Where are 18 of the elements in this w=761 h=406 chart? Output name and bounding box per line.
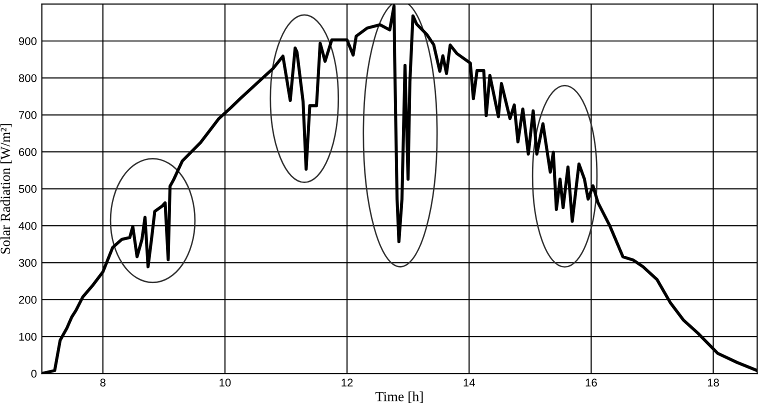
y-tick-label: 300 xyxy=(18,258,37,267)
x-tick-label: 14 xyxy=(464,378,475,386)
y-tick-label: 600 xyxy=(19,148,37,156)
x-tick-label: 8 xyxy=(100,378,106,387)
y-tick-label: 900 xyxy=(18,37,37,46)
y-tick-label: 500 xyxy=(18,185,37,193)
x-tick-label: 18 xyxy=(708,378,719,387)
x-tick-label: 16 xyxy=(586,378,597,387)
y-tick-label: 200 xyxy=(19,296,37,304)
x-tick-label: 10 xyxy=(220,378,231,387)
y-tick-label: 700 xyxy=(19,111,37,120)
y-tick-label: 100 xyxy=(19,332,37,341)
y-tick-label: 0 xyxy=(31,370,37,378)
y-axis-title: Solar Radiation [W/m²] xyxy=(0,124,12,254)
x-axis-title: Time [h] xyxy=(376,392,423,404)
y-tick-label: 800 xyxy=(18,74,37,82)
y-tick-label: 400 xyxy=(18,222,37,230)
x-tick-label: 12 xyxy=(342,378,353,386)
